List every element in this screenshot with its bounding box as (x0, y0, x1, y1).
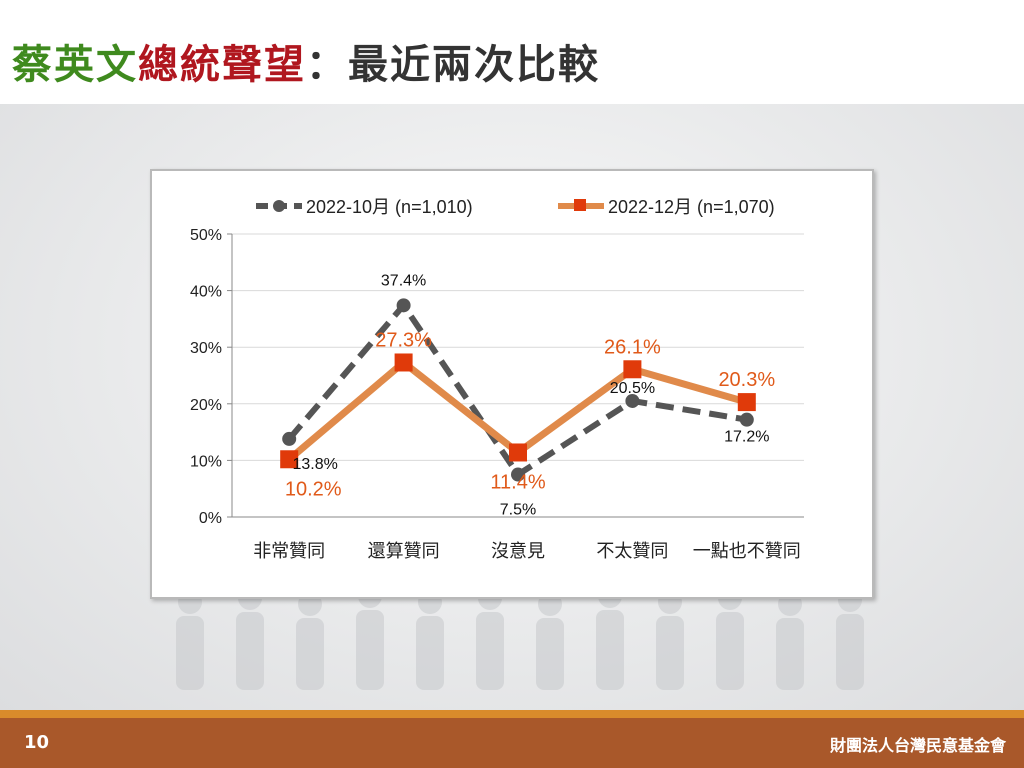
title-subtitle: ：最近兩次比較 (306, 42, 600, 88)
series-oct-point (511, 467, 525, 482)
x-tick-label: 非常贊同 (253, 541, 325, 561)
slide-title: 蔡英文總統聲望：最近兩次比較 (12, 32, 600, 90)
y-tick-label: 0% (199, 510, 222, 527)
legend-oct-marker (273, 200, 285, 212)
title-bar: 蔡英文總統聲望：最近兩次比較 (0, 0, 1024, 104)
legend-dec-label: 2022-12月 (n=1,070) (608, 197, 775, 217)
x-tick-label: 還算贊同 (368, 541, 440, 561)
x-tick-label: 不太贊同 (596, 541, 668, 561)
series-dec-point (509, 443, 527, 462)
data-label-oct: 20.5% (610, 380, 655, 397)
organization-name: 財團法人台灣民意基金會 (829, 736, 1006, 755)
chart-frame: 2022-10月 (n=1,010) 2022-12月 (n=1,070) 0%… (150, 169, 874, 599)
series-dec (280, 353, 756, 469)
series-dec-point (737, 393, 756, 412)
data-label-dec: 11.4% (490, 471, 545, 493)
data-label-dec: 26.1% (604, 336, 661, 358)
chart-axes: 0% 10% 20% 30% 40% 50% 非常贊同 還算贊同 沒意見 不太贊同 一點也不贊同 (190, 227, 804, 561)
data-label-oct: 17.2% (724, 429, 769, 446)
series-dec-point (623, 360, 642, 379)
footer-stripe (0, 710, 1024, 718)
series-dec-point (280, 450, 299, 469)
series-oct-point (625, 393, 640, 408)
series-oct-point (282, 431, 297, 446)
series-oct-point (396, 298, 411, 313)
series-oct (282, 298, 754, 482)
title-topic: 總統聲望 (138, 42, 306, 88)
page-number: 10 (24, 732, 50, 753)
y-tick-label: 40% (190, 284, 222, 301)
footer: 10 財團法人台灣民意基金會 (0, 718, 1024, 768)
y-tick-label: 50% (190, 227, 222, 244)
title-name: 蔡英文 (12, 42, 138, 88)
legend-dec-marker (574, 199, 586, 211)
data-label-oct: 7.5% (500, 502, 536, 519)
data-label-dec: 10.2% (285, 478, 342, 500)
legend-oct-label: 2022-10月 (n=1,010) (306, 197, 473, 217)
chart-legend: 2022-10月 (n=1,010) 2022-12月 (n=1,070) (256, 197, 775, 217)
data-label-dec: 27.3% (375, 329, 432, 351)
x-tick-label: 一點也不贊同 (693, 541, 801, 561)
data-labels: 13.8% 37.4% 7.5% 20.5% 17.2% 10.2% 27.3% 11.4% 2… (285, 272, 776, 518)
data-label-dec: 20.3% (718, 369, 775, 391)
series-dec-point (394, 353, 413, 372)
data-label-oct: 13.8% (293, 456, 338, 473)
y-tick-label: 30% (190, 340, 222, 357)
y-tick-label: 20% (190, 397, 222, 414)
x-tick-label: 沒意見 (491, 541, 545, 561)
approval-line-chart: 2022-10月 (n=1,010) 2022-12月 (n=1,070) 0%… (190, 197, 804, 561)
series-oct-point (739, 412, 754, 427)
y-tick-label: 10% (190, 453, 222, 470)
data-label-oct: 37.4% (381, 272, 426, 289)
